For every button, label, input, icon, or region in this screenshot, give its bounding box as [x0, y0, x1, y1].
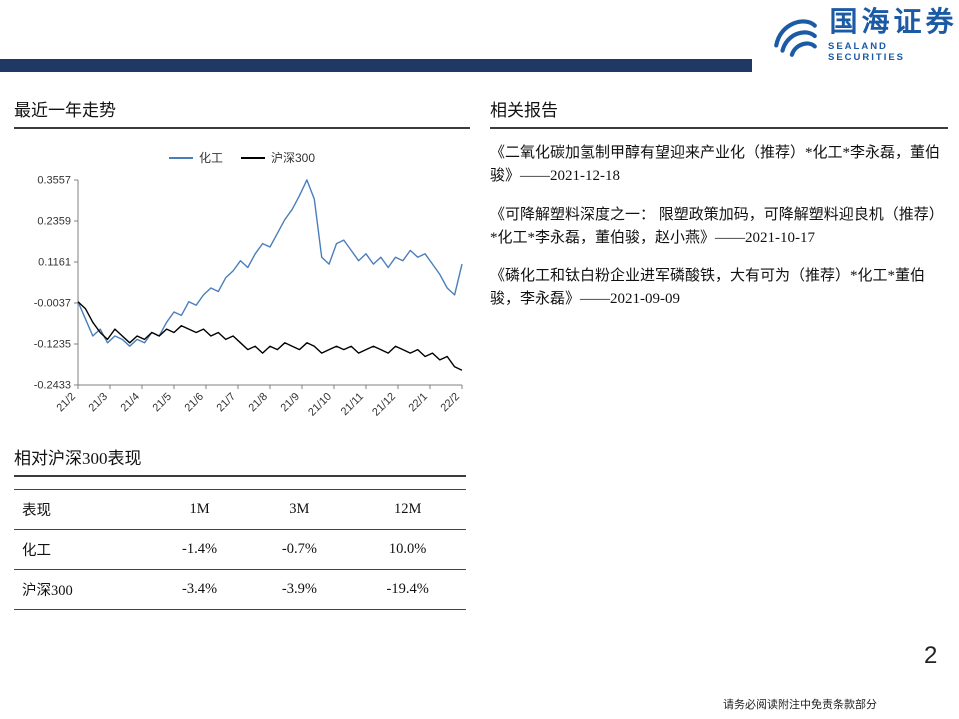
- chart-legend: 化工 沪深300: [14, 149, 470, 166]
- related-reports-title: 相关报告: [490, 96, 948, 129]
- relative-performance-title: 相对沪深300表现: [14, 444, 466, 477]
- trend-section: 最近一年走势 化工 沪深300 0.3557 0.2359 0.1161 -0.003…: [14, 96, 470, 445]
- trend-line-chart: 0.35570.23590.1161-0.0037-0.1235-0.24332…: [34, 175, 463, 419]
- svg-text:21/12: 21/12: [370, 391, 398, 419]
- disclaimer-note: 请务必阅读附注中免责条款部分: [723, 699, 877, 711]
- company-logo: 国海证券 SEALAND SECURITIES: [770, 7, 959, 63]
- header-divider-bar: [0, 59, 752, 72]
- svg-text:-0.1235: -0.1235: [34, 339, 71, 351]
- svg-text:21/9: 21/9: [278, 391, 302, 415]
- col-header-3m: 3M: [249, 489, 350, 530]
- legend-label-chemical: 化工: [198, 151, 223, 165]
- sealand-wave-icon: [770, 10, 820, 60]
- svg-text:21/11: 21/11: [339, 391, 366, 418]
- svg-text:21/8: 21/8: [246, 391, 270, 415]
- relative-performance-table: 表现 1M 3M 12M 化工 -1.4% -0.7% 10.0% 沪深300 …: [14, 489, 466, 610]
- legend-item-csi300: 沪深300: [240, 149, 316, 166]
- company-name-en: SEALAND SECURITIES: [828, 40, 906, 63]
- col-header-1m: 1M: [149, 489, 250, 530]
- report-item-2: 《可降解塑料深度之一： 限塑政策加码，可降解塑料迎良机（推荐）*化工*李永磊，董…: [490, 206, 944, 246]
- trend-section-title: 最近一年走势: [14, 96, 470, 129]
- chemical-3m: -0.7%: [249, 529, 350, 570]
- svg-text:0.2359: 0.2359: [37, 216, 71, 228]
- legend-item-chemical: 化工: [168, 149, 223, 166]
- svg-text:21/10: 21/10: [306, 391, 334, 419]
- legend-swatch-0: [168, 156, 193, 159]
- svg-text:21/7: 21/7: [214, 391, 238, 415]
- svg-text:22/2: 22/2: [438, 391, 462, 415]
- svg-text:21/6: 21/6: [182, 391, 206, 415]
- svg-text:21/5: 21/5: [150, 391, 174, 415]
- svg-text:21/3: 21/3: [86, 391, 110, 415]
- svg-text:0.1161: 0.1161: [38, 257, 71, 269]
- table-row: 沪深300 -3.4% -3.9% -19.4%: [14, 569, 466, 610]
- csi300-3m: -3.9%: [249, 569, 350, 610]
- row-label-csi300: 沪深300: [14, 569, 150, 610]
- svg-text:-0.0037: -0.0037: [34, 298, 71, 310]
- svg-text:0.3557: 0.3557: [37, 175, 71, 187]
- csi300-1m: -3.4%: [149, 569, 250, 610]
- svg-text:21/2: 21/2: [54, 391, 78, 415]
- row-label-chemical: 化工: [14, 529, 150, 570]
- relative-performance-section: 相对沪深300表现 表现 1M 3M 12M 化工 -1.4% -0.7% 10…: [14, 444, 466, 610]
- col-header-metric: 表现: [14, 489, 150, 530]
- table-row: 化工 -1.4% -0.7% 10.0%: [14, 529, 466, 570]
- company-name-cn: 国海证券: [829, 7, 958, 38]
- csi300-12m: -19.4%: [349, 569, 466, 610]
- page-number: 2: [924, 642, 938, 669]
- report-item-3: 《磷化工和钛白粉企业进军磷酸铁，大有可为（推荐）*化工*董伯骏，李永磊》——20…: [490, 268, 926, 308]
- table-header-row: 表现 1M 3M 12M: [14, 489, 466, 530]
- legend-label-csi300: 沪深300: [270, 151, 316, 165]
- svg-text:-0.2433: -0.2433: [34, 380, 71, 392]
- svg-text:22/1: 22/1: [406, 391, 430, 415]
- report-item-1: 《二氧化碳加氢制甲醇有望迎来产业化（推荐）*化工*李永磊，董伯骏》——2021-…: [490, 145, 941, 185]
- col-header-12m: 12M: [349, 489, 466, 530]
- svg-text:21/4: 21/4: [118, 391, 142, 415]
- legend-swatch-1: [240, 156, 265, 159]
- related-reports-section: 相关报告 《二氧化碳加氢制甲醇有望迎来产业化（推荐）*化工*李永磊，董伯骏》——…: [490, 96, 948, 327]
- chemical-1m: -1.4%: [149, 529, 250, 570]
- chemical-12m: 10.0%: [349, 529, 466, 570]
